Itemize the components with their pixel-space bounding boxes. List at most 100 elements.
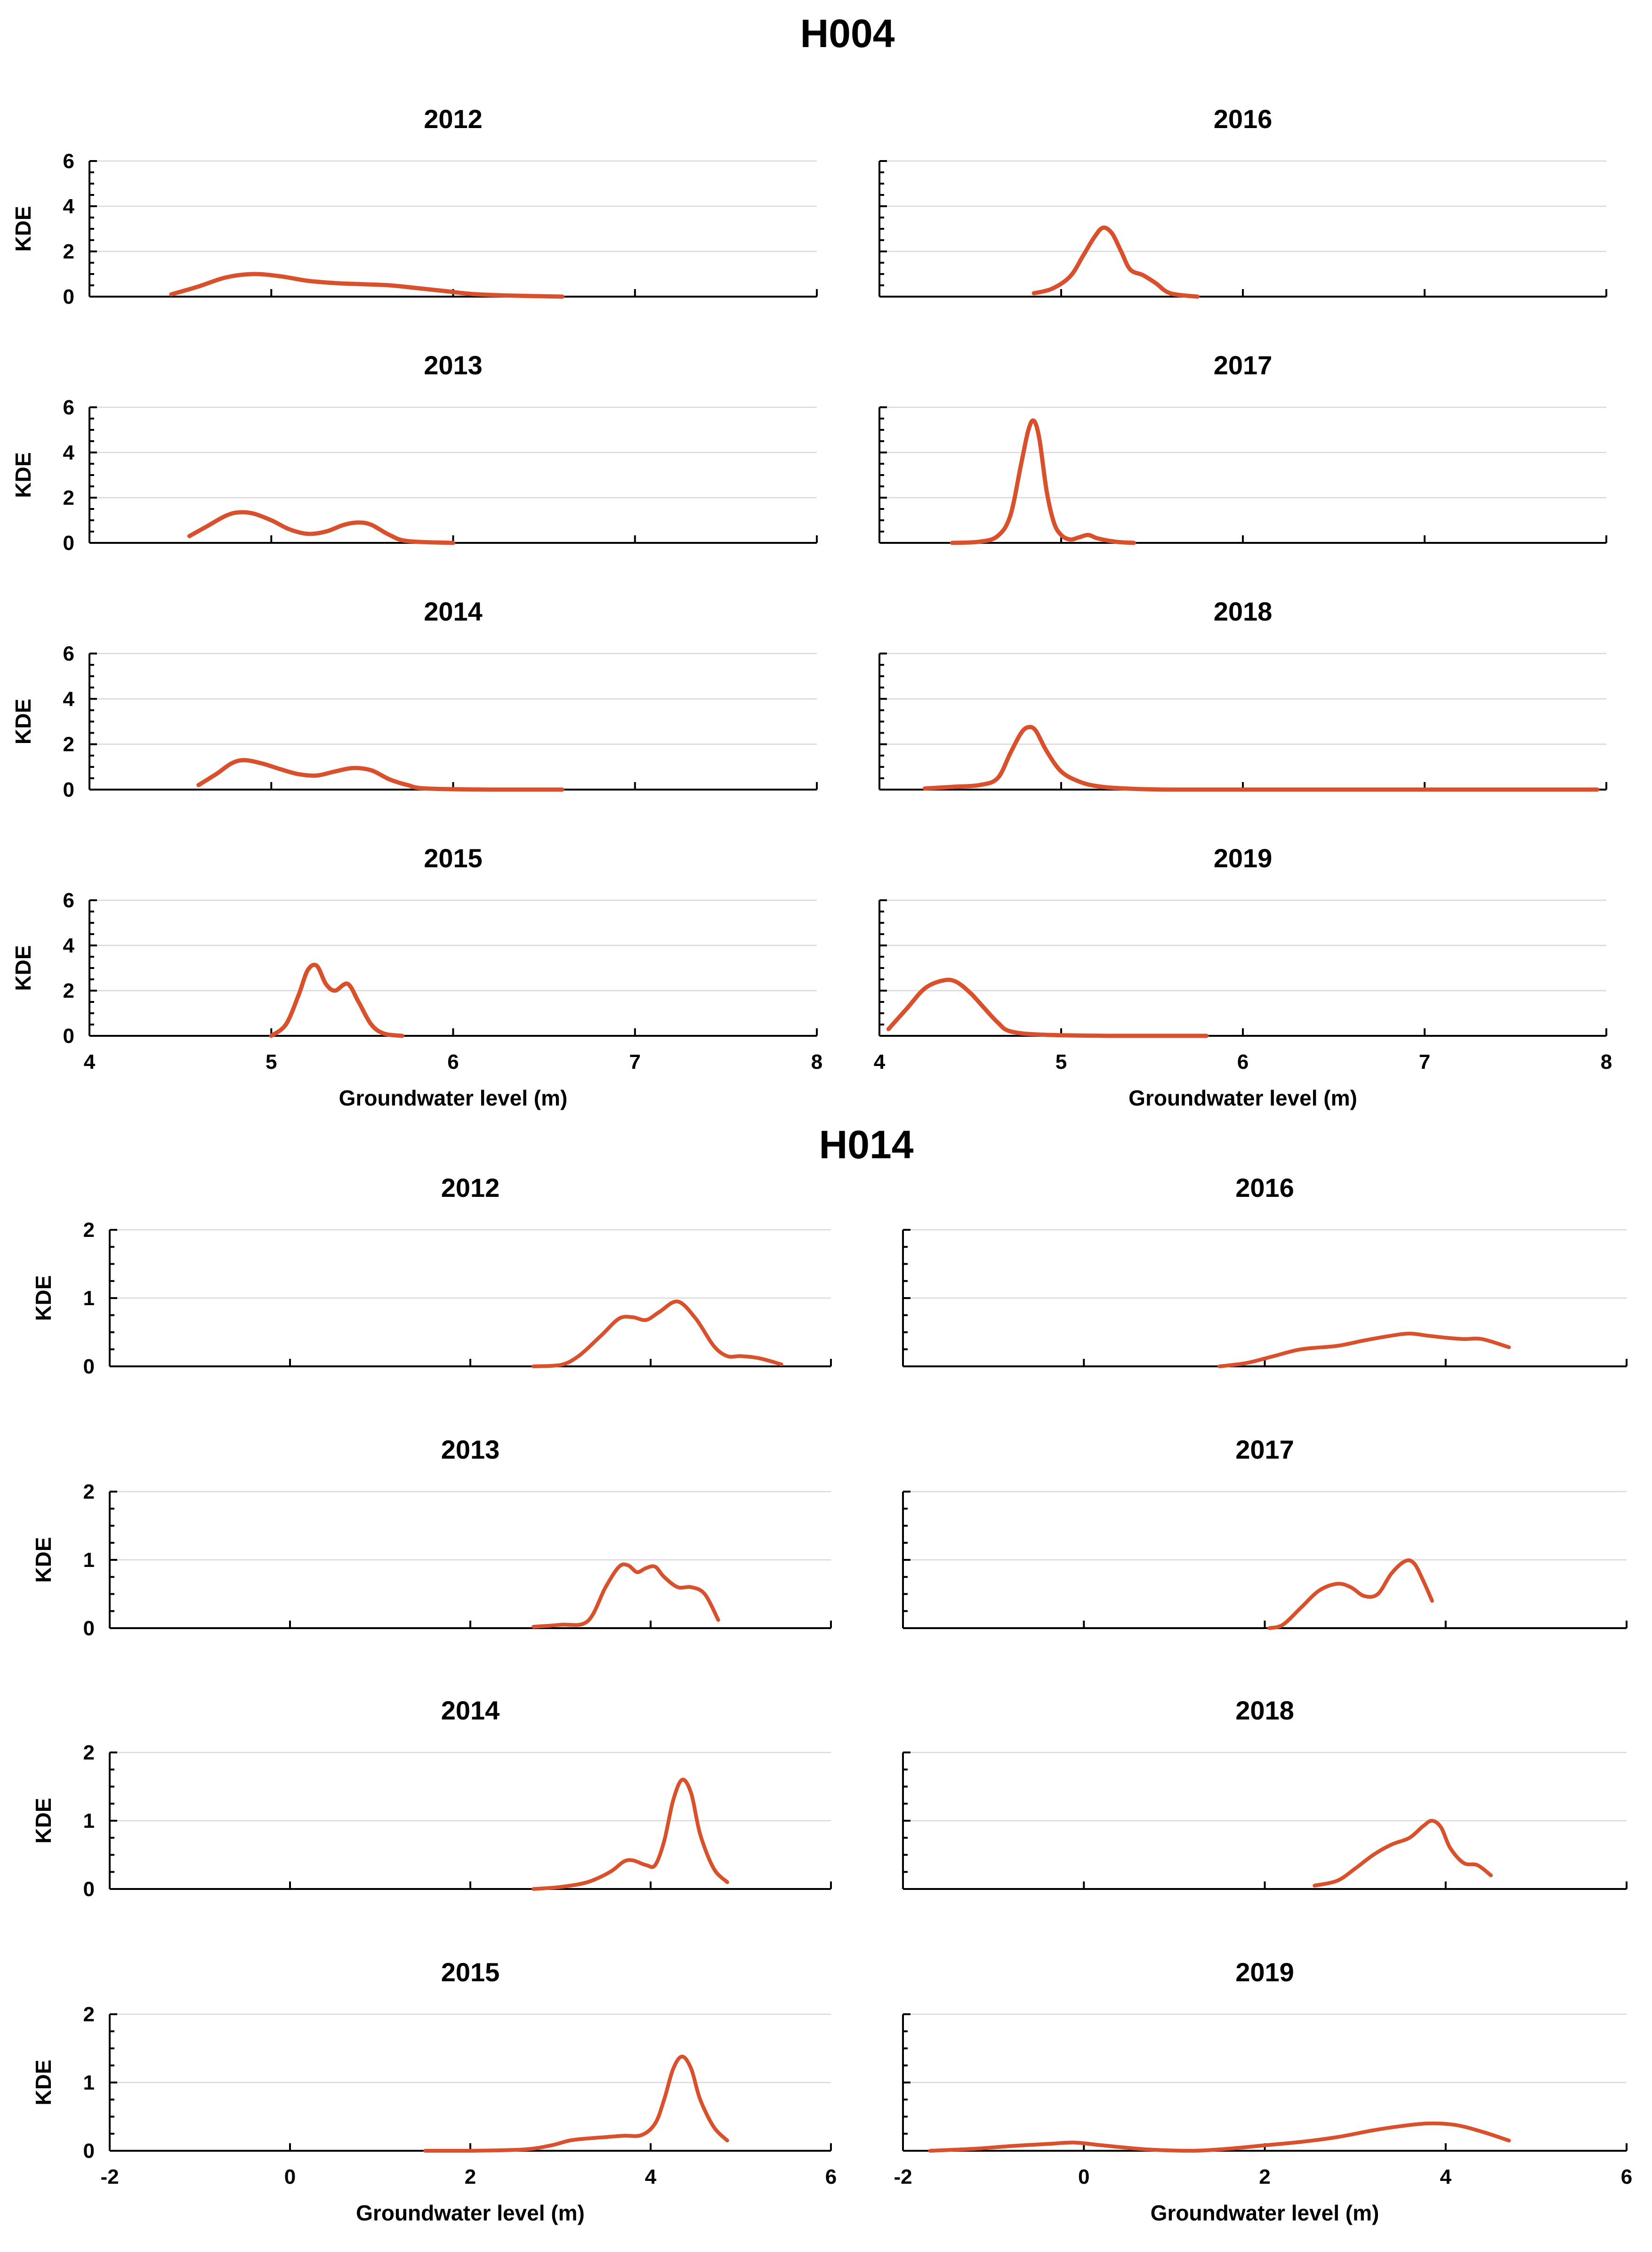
panel-title: 2019 — [1235, 1957, 1294, 1987]
y-tick-label: 4 — [63, 195, 75, 218]
x-tick-label: 6 — [825, 2165, 837, 2188]
x-tick-label: -2 — [100, 2165, 119, 2188]
kde-curve-h014-2018 — [1313, 1819, 1493, 1888]
y-tick-label: 0 — [63, 778, 74, 801]
panel-h004-2014: 2014 0 2 4 6 KDE — [11, 597, 818, 801]
y-tick-label: 0 — [63, 532, 74, 555]
kde-curve-h004-2016 — [1031, 225, 1200, 299]
panel-h014-2016: 2016 — [902, 1173, 1628, 1368]
y-axis-label: KDE — [31, 2059, 56, 2105]
x-tick-label: 4 — [874, 1050, 886, 1074]
panel-title: 2015 — [441, 1957, 500, 1987]
panel-h004-2016: 2016 — [878, 104, 1607, 299]
y-tick-label: 0 — [83, 1617, 95, 1640]
y-axis-label: KDE — [31, 1537, 56, 1582]
panel-title: 2017 — [1235, 1435, 1294, 1464]
x-tick-label: 0 — [284, 2165, 296, 2188]
kde-curve-h014-2014 — [532, 1777, 729, 1891]
kde-curve-h004-2012 — [169, 272, 564, 299]
panel-title: 2018 — [1214, 597, 1273, 626]
kde-curve-h014-2019 — [928, 2121, 1511, 2153]
panel-h004-2015: 2015 0 2 4 6 4 5 6 7 8 KDE Groundwater level (m) — [11, 843, 822, 1110]
x-tick-label: 0 — [1078, 2165, 1089, 2188]
y-tick-label: 2 — [63, 240, 74, 263]
panel-title: 2018 — [1235, 1695, 1294, 1725]
panel-h004-2013: 2013 0 2 4 6 KDE — [11, 350, 818, 555]
panels: 20120246KDE201620130246KDE201720140246KD… — [11, 104, 1632, 2225]
panel-h014-2017: 2017 — [902, 1435, 1628, 1630]
x-tick-label: 8 — [811, 1050, 822, 1074]
kde-curve-h014-2016 — [1217, 1332, 1511, 1368]
group-title-h004: H004 — [800, 11, 895, 56]
x-axis-label: Groundwater level (m) — [356, 2201, 585, 2225]
y-tick-label: 1 — [83, 1549, 95, 1572]
panel-title: 2017 — [1214, 350, 1273, 380]
y-tick-label: 6 — [63, 889, 74, 912]
panel-h004-2018: 2018 — [878, 597, 1607, 792]
x-tick-label: 7 — [1419, 1050, 1430, 1074]
y-tick-label: 0 — [83, 1355, 95, 1378]
kde-curve-h004-2015 — [269, 962, 404, 1038]
panel-title: 2015 — [424, 843, 483, 873]
y-tick-label: 1 — [83, 1287, 95, 1310]
kde-curve-h004-2017 — [950, 418, 1136, 545]
y-tick-label: 2 — [83, 1219, 95, 1242]
y-axis-label: KDE — [31, 1798, 56, 1843]
panel-title: 2014 — [441, 1695, 500, 1725]
y-tick-label: 4 — [63, 934, 75, 957]
y-tick-label: 2 — [63, 733, 74, 756]
y-tick-label: 6 — [63, 396, 74, 419]
x-tick-label: 6 — [447, 1050, 459, 1074]
x-tick-label: -2 — [894, 2165, 912, 2188]
y-tick-label: 2 — [63, 979, 74, 1002]
y-tick-label: 0 — [83, 2139, 95, 2163]
kde-curve-h004-2019 — [886, 977, 1209, 1038]
kde-curve-h004-2018 — [923, 725, 1600, 792]
panel-h014-2018: 2018 — [902, 1695, 1628, 1890]
y-axis-label: KDE — [11, 699, 35, 744]
kde-curve-h004-2014 — [196, 758, 564, 792]
kde-curve-h014-2013 — [532, 1562, 720, 1629]
panel-title: 2014 — [424, 597, 483, 626]
y-tick-label: 0 — [63, 1025, 74, 1048]
panel-h014-2014: 2014 0 1 2 KDE — [31, 1695, 832, 1901]
panel-h004-2012: 2012 0 2 4 6 KDE — [11, 104, 818, 308]
y-axis-label: KDE — [11, 945, 35, 991]
x-tick-label: 5 — [1056, 1050, 1067, 1074]
panel-title: 2012 — [441, 1173, 500, 1203]
kde-curve-h014-2015 — [423, 2054, 729, 2153]
y-tick-label: 1 — [83, 2071, 95, 2094]
x-tick-label: 4 — [645, 2165, 657, 2188]
x-axis-label: Groundwater level (m) — [1151, 2201, 1379, 2225]
panel-title: 2019 — [1214, 843, 1273, 873]
y-tick-label: 2 — [83, 2003, 95, 2026]
y-axis-label: KDE — [31, 1275, 56, 1321]
x-tick-label: 4 — [84, 1050, 96, 1074]
x-tick-label: 7 — [629, 1050, 641, 1074]
panel-title: 2016 — [1235, 1173, 1294, 1203]
panel-h004-2019: 2019 4 5 6 7 8 Groundwater level (m) — [874, 843, 1612, 1110]
y-tick-label: 2 — [63, 486, 74, 509]
x-tick-label: 6 — [1621, 2165, 1632, 2188]
y-tick-label: 2 — [83, 1741, 95, 1764]
x-axis-label: Groundwater level (m) — [1128, 1086, 1357, 1110]
x-axis-label: Groundwater level (m) — [339, 1086, 568, 1110]
panel-title: 2016 — [1214, 104, 1273, 134]
x-tick-label: 5 — [266, 1050, 277, 1074]
panel-title: 2013 — [441, 1435, 500, 1464]
panel-h014-2013: 2013 0 1 2 KDE — [31, 1435, 832, 1640]
panel-h014-2019: 2019 -2 0 2 4 6 Groundwater level (m) — [894, 1957, 1632, 2225]
y-tick-label: 6 — [63, 150, 74, 173]
group-title-h014: H014 — [819, 1122, 914, 1167]
y-tick-label: 1 — [83, 1809, 95, 1832]
panel-title: 2012 — [424, 104, 483, 134]
y-tick-label: 0 — [83, 1878, 95, 1901]
x-tick-label: 2 — [1259, 2165, 1270, 2188]
panel-h004-2017: 2017 — [878, 350, 1607, 545]
kde-curve-h014-2012 — [532, 1300, 783, 1368]
x-tick-label: 2 — [465, 2165, 476, 2188]
